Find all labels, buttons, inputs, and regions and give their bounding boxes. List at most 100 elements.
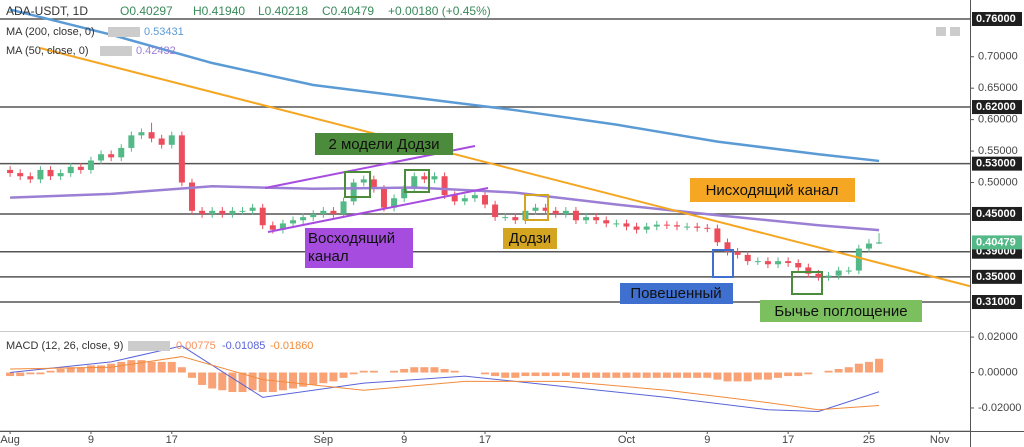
y-tick-label: -0.02000 [978, 402, 1021, 414]
macd-histogram-bar [824, 370, 833, 373]
pattern-box [712, 249, 734, 278]
trend-line [39, 47, 1024, 301]
x-tick-label: 9 [88, 434, 94, 446]
x-tick-label: Oct [618, 434, 635, 446]
macd-histogram-bar [854, 363, 863, 373]
candle-body [380, 188, 387, 208]
macd-histogram-bar [662, 372, 671, 378]
macd-histogram-bar [582, 372, 591, 378]
macd-histogram-bar [642, 372, 651, 378]
candle-body [754, 261, 761, 263]
candle-body [482, 195, 488, 205]
macd-histogram-bar [430, 367, 439, 373]
candle-body [855, 248, 862, 271]
macd-histogram-bar [541, 372, 550, 377]
candle-body [178, 135, 185, 183]
candle-body [340, 201, 347, 214]
annotation: Восходящий [308, 230, 395, 247]
candle-body [67, 166, 74, 174]
macd-histogram-bar [289, 372, 298, 389]
macd-histogram-bar [26, 372, 35, 375]
level-label-box [972, 206, 1022, 221]
ma-label: MA (50, close, 0) [6, 45, 89, 57]
y-tick-label: 0.55000 [978, 145, 1018, 157]
candle-body [532, 207, 539, 211]
indicator-buttons[interactable] [100, 46, 132, 56]
x-tick-label: 17 [782, 434, 794, 446]
candle-body [684, 226, 691, 228]
level-label-box [972, 156, 1022, 171]
candle-body [633, 226, 640, 230]
candle-body [694, 226, 701, 228]
candle-body [138, 132, 145, 136]
level-label: 0.53000 [976, 158, 1016, 170]
candle-body [108, 154, 115, 158]
candle-body [158, 138, 165, 145]
macd-histogram-bar [551, 372, 560, 377]
level-label-box [972, 11, 1022, 26]
macd-histogram-bar [410, 367, 419, 373]
candle-body [350, 182, 357, 202]
last-price-box [972, 235, 1022, 250]
macd-histogram-bar [794, 372, 803, 377]
candle-body [269, 225, 276, 230]
pane-button[interactable] [950, 27, 960, 36]
pattern-box [404, 169, 430, 193]
macd-histogram-bar [76, 367, 85, 373]
pane-button[interactable] [936, 27, 946, 36]
macd-histogram-bar [56, 368, 65, 373]
macd-histogram-bar [733, 372, 742, 382]
macd-histogram-bar [672, 372, 681, 378]
candle-body [77, 166, 84, 170]
candle-body [87, 160, 94, 170]
indicator-buttons[interactable] [108, 27, 140, 37]
candle-body [876, 242, 883, 244]
indicator-buttons[interactable] [128, 341, 170, 351]
annotation: Бычье поглощение [774, 303, 907, 320]
candle-body [471, 195, 478, 199]
y-tick-label: 0.65000 [978, 82, 1018, 94]
level-label: 0.31000 [976, 296, 1016, 308]
macd-histogram-bar [804, 372, 813, 375]
candle-body [613, 223, 620, 225]
price-change: +0.00180 (+0.45%) [388, 4, 491, 18]
macd-histogram-bar [834, 368, 843, 373]
x-tick-label: 25 [863, 434, 875, 446]
annotation-box [760, 300, 922, 322]
macd-histogram-bar [46, 370, 55, 373]
candle-body [401, 188, 408, 199]
macd-histogram-bar [107, 363, 116, 373]
plot-area [0, 8, 1024, 431]
macd-histogram-bar [319, 372, 328, 384]
candle-body [512, 217, 519, 221]
macd-histogram-bar [137, 360, 146, 373]
ohlc-high: H0.41940 [193, 4, 245, 18]
macd-histogram-bar [450, 370, 459, 373]
macd-histogram-bar [440, 368, 449, 373]
macd-histogram-bar [713, 372, 722, 380]
macd-histogram-bar [339, 372, 348, 378]
macd-histogram-bar [147, 361, 156, 373]
macd-histogram-bar [723, 372, 732, 382]
macd-histogram-bar [390, 370, 399, 373]
candle-body [57, 173, 64, 177]
macd-histogram-bar [177, 367, 186, 373]
macd-histogram-bar [420, 367, 429, 373]
level-label: 0.45000 [976, 208, 1016, 220]
candle-body [825, 275, 832, 277]
candle-body [805, 267, 812, 274]
macd-histogram-bar [753, 372, 762, 380]
candle-body [542, 207, 549, 211]
candle-body [785, 261, 792, 264]
x-tick-label: Aug [0, 434, 20, 446]
candle-body [845, 270, 852, 272]
macd-histogram-bar [531, 372, 540, 377]
candle-body [734, 251, 741, 255]
level-label-box [972, 269, 1022, 284]
ma-label: MA (200, close, 0) [6, 26, 95, 38]
macd-histogram-bar [763, 372, 772, 380]
macd-histogram-bar [157, 361, 166, 373]
candle-body [199, 210, 206, 214]
moving-average [10, 185, 880, 232]
